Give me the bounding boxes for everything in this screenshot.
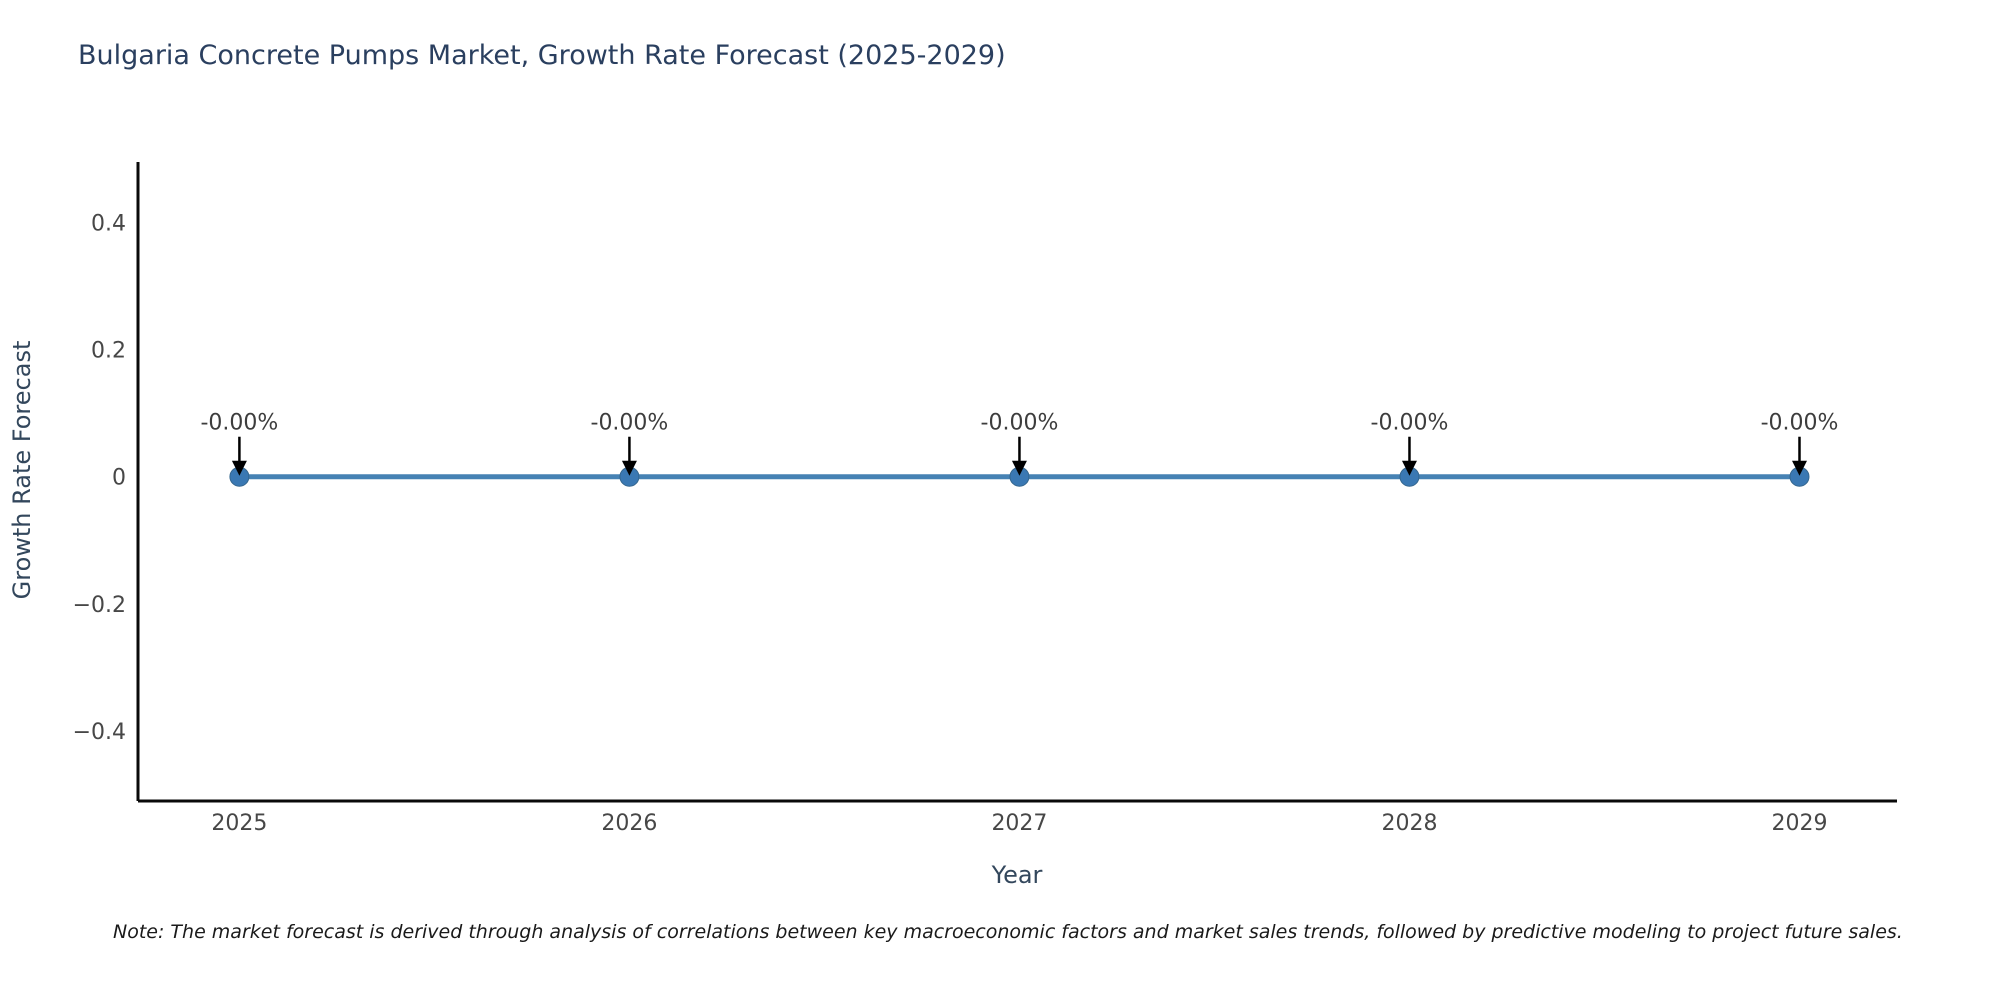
footnote-text: Note: The market forecast is derived thr… (113, 921, 1903, 943)
annotation-arrow-head (1791, 460, 1807, 476)
y-axis-title: Growth Rate Forecast (8, 340, 36, 600)
y-tick-label: −0.4 (73, 720, 126, 745)
y-tick-label: −0.2 (73, 593, 126, 618)
chart-title: Bulgaria Concrete Pumps Market, Growth R… (78, 40, 1006, 71)
data-point-label: -0.00% (1761, 411, 1839, 436)
x-tick-label: 2026 (601, 811, 657, 836)
y-tick-label: 0 (112, 466, 126, 491)
x-tick-label: 2027 (991, 811, 1047, 836)
annotation-arrow-head (1401, 460, 1417, 476)
x-tick-label: 2025 (211, 811, 267, 836)
data-point-label: -0.00% (981, 411, 1059, 436)
x-axis-title: Year (991, 861, 1043, 889)
x-tick-label: 2028 (1381, 811, 1437, 836)
annotation-arrow-head (1011, 460, 1027, 476)
annotation-arrow-head (231, 460, 247, 476)
data-point-label: -0.00% (591, 411, 669, 436)
data-point-label: -0.00% (1371, 411, 1449, 436)
y-tick-label: 0.4 (91, 211, 126, 236)
x-tick-label: 2029 (1771, 811, 1827, 836)
annotation-arrow-head (621, 460, 637, 476)
data-point-label: -0.00% (200, 411, 278, 436)
y-tick-label: 0.2 (91, 339, 126, 364)
